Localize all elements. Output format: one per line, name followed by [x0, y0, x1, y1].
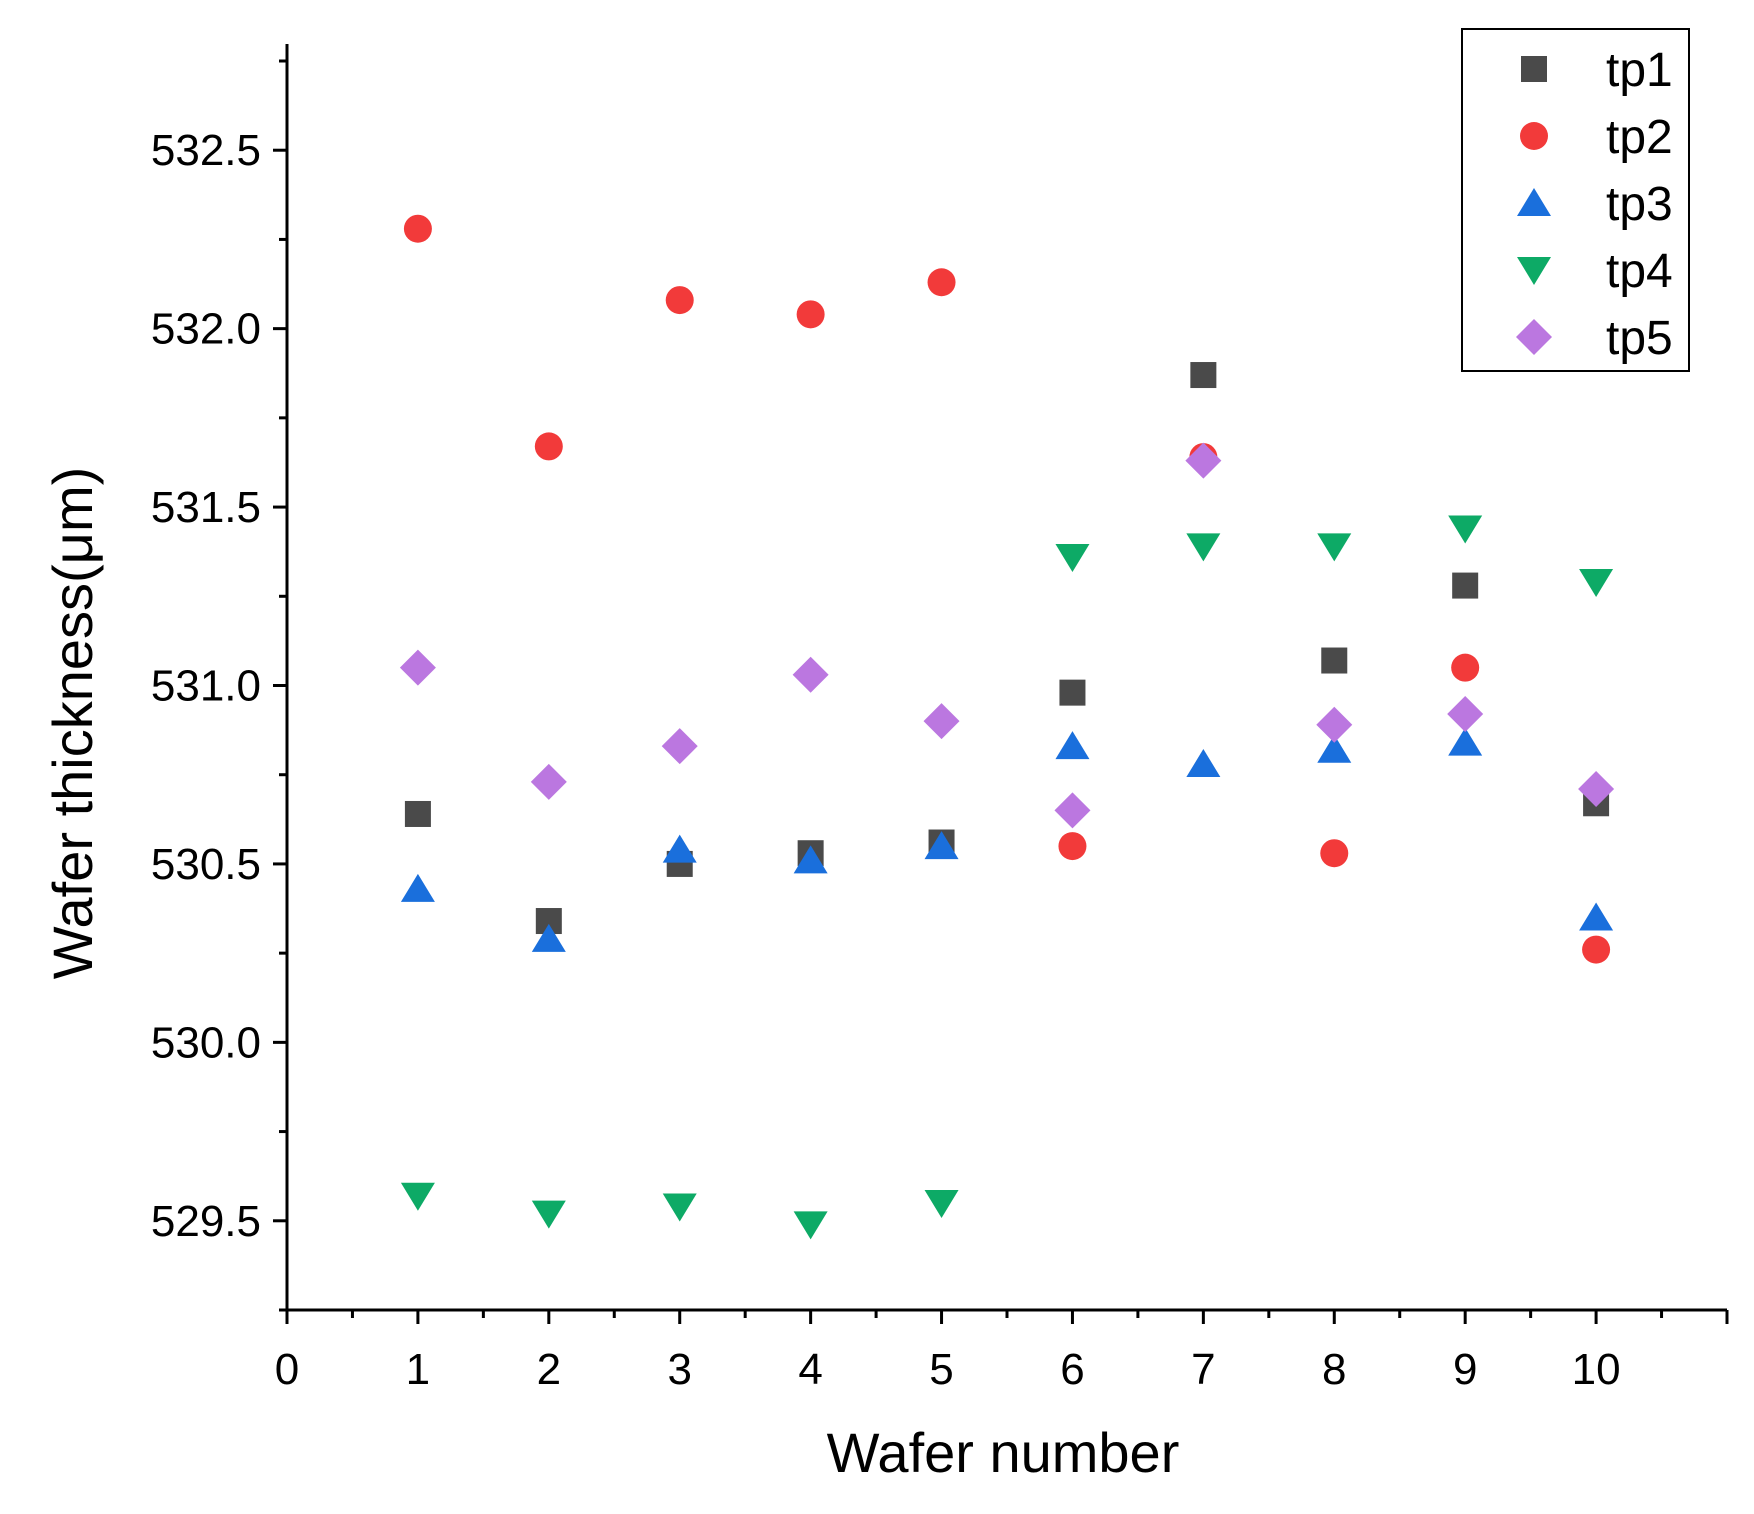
y-tick-label: 532.0	[151, 305, 261, 354]
legend: tp1 tp2 tp3 tp4 tp5	[1461, 28, 1690, 372]
legend-marker-tp2	[1520, 122, 1548, 150]
data-point-tp2	[665, 286, 694, 315]
data-point-tp2	[796, 300, 825, 329]
data-point-tp1	[1059, 679, 1086, 706]
data-point-tp5	[1316, 706, 1353, 743]
data-point-tp5	[530, 763, 567, 800]
x-tick-label: 7	[1191, 1345, 1215, 1394]
legend-box	[1461, 28, 1690, 372]
data-point-tp5	[1578, 770, 1615, 807]
data-point-tp4	[1448, 515, 1483, 544]
data-point-tp3	[1055, 731, 1090, 760]
data-point-tp4	[531, 1200, 566, 1229]
data-point-tp2	[534, 432, 563, 461]
y-tick-label: 531.5	[151, 483, 261, 532]
x-tick-label: 1	[406, 1345, 430, 1394]
data-point-tp4	[1055, 544, 1090, 573]
data-point-tp1	[1321, 647, 1348, 674]
legend-label-tp4: tp4	[1606, 245, 1673, 298]
y-axis-title: Wafer thickness(μm)	[41, 467, 104, 979]
data-point-tp3	[1317, 734, 1352, 763]
x-tick-label: 5	[929, 1345, 953, 1394]
x-tick-label: 6	[1060, 1345, 1084, 1394]
legend-marker-tp4	[1517, 257, 1551, 285]
data-point-tp1	[1452, 572, 1479, 599]
y-tick-label: 532.5	[151, 126, 261, 175]
data-point-tp4	[400, 1182, 435, 1211]
data-point-tp3	[924, 831, 959, 860]
legend-label-tp5: tp5	[1606, 312, 1673, 365]
axis-ticks: 0 1 2 3 4 5 6 7 8 9 10 529.5 530.0 530.5 531.0 531.5 532…	[151, 59, 1729, 1394]
data-point-tp3	[1579, 902, 1614, 931]
legend-label-tp3: tp3	[1606, 178, 1673, 231]
x-tick-label: 9	[1453, 1345, 1477, 1394]
data-point-tp3	[1448, 727, 1483, 756]
data-point-tp4	[1186, 533, 1221, 562]
legend-label-tp2: tp2	[1606, 111, 1673, 164]
data-point-tp2	[1320, 839, 1349, 868]
data-point-tp1	[1190, 362, 1217, 389]
x-axis-title: Wafer number	[827, 1421, 1180, 1484]
data-point-tp5	[1185, 442, 1222, 479]
data-point-tp4	[662, 1193, 697, 1222]
x-tick-label: 4	[798, 1345, 822, 1394]
data-point-tp5	[1054, 792, 1091, 829]
y-tick-label: 530.5	[151, 840, 261, 889]
x-tick-label: 2	[537, 1345, 561, 1394]
data-point-tp4	[1317, 533, 1352, 562]
data-point-tp4	[1579, 569, 1614, 598]
data-point-tp3	[662, 834, 697, 863]
data-point-tp4	[924, 1189, 959, 1218]
legend-marker-tp3	[1517, 188, 1551, 216]
y-tick-label: 531.0	[151, 662, 261, 711]
y-tick-label: 529.5	[151, 1197, 261, 1246]
data-points	[399, 214, 1615, 1240]
data-point-tp5	[923, 703, 960, 740]
data-point-tp5	[792, 656, 829, 693]
data-point-tp3	[793, 845, 828, 874]
legend-marker-tp5	[1516, 319, 1552, 355]
data-point-tp1	[404, 800, 431, 827]
x-tick-label: 10	[1572, 1345, 1621, 1394]
data-point-tp2	[1582, 935, 1611, 964]
y-tick-label: 530.0	[151, 1018, 261, 1067]
legend-label-tp1: tp1	[1606, 44, 1673, 97]
data-point-tp2	[1451, 653, 1480, 682]
data-point-tp5	[399, 649, 436, 686]
x-tick-label: 0	[275, 1345, 299, 1394]
data-point-tp2	[1058, 832, 1087, 861]
legend-marker-tp1	[1521, 56, 1547, 82]
data-point-tp4	[793, 1211, 828, 1240]
data-point-tp3	[400, 873, 435, 902]
data-point-tp3	[531, 923, 566, 952]
data-point-tp2	[927, 268, 956, 297]
data-point-tp5	[661, 728, 698, 765]
x-tick-label: 3	[667, 1345, 691, 1394]
x-tick-label: 8	[1322, 1345, 1346, 1394]
data-point-tp5	[1447, 696, 1484, 733]
data-point-tp2	[403, 214, 432, 243]
data-point-tp3	[1186, 749, 1221, 778]
